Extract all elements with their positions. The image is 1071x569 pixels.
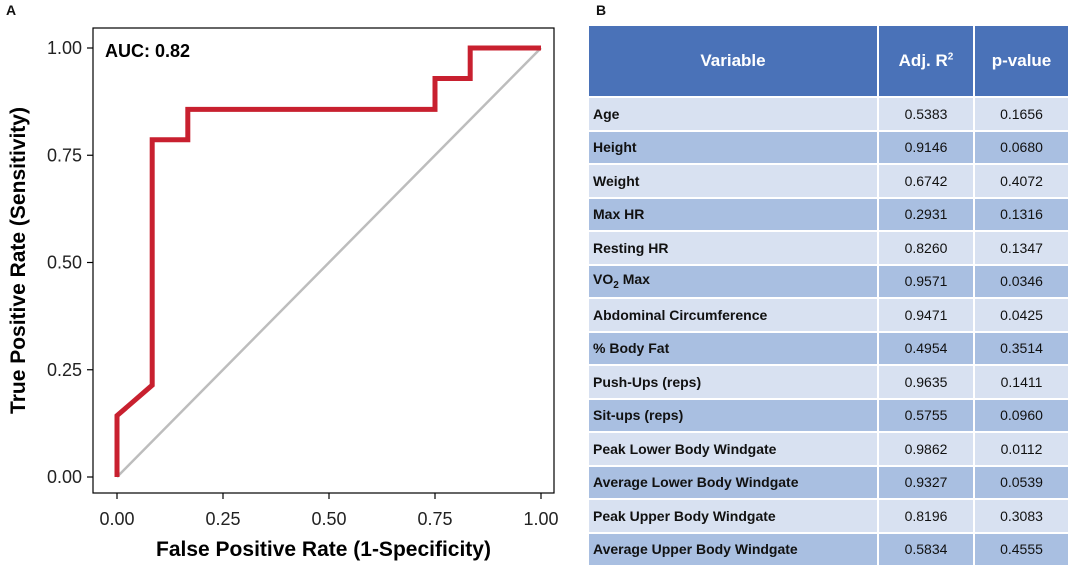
cell-adj-r2: 0.9327 [879,466,973,498]
cell-variable: Age [589,98,877,130]
header-adj-r2: Adj. R2 [879,26,973,96]
cell-adj-r2: 0.2931 [879,198,973,230]
cell-adj-r2: 0.5834 [879,533,973,565]
table-header-row: Variable Adj. R2 p-value [589,26,1068,96]
table-row: Age 0.5383 0.1656 [589,98,1068,130]
cell-variable: Weight [589,165,877,197]
cell-adj-r2: 0.9571 [879,265,973,297]
cell-adj-r2: 0.8196 [879,500,973,532]
header-p-value: p-value [975,26,1068,96]
cell-p-value: 0.3514 [975,332,1068,364]
header-variable: Variable [589,26,877,96]
cell-p-value: 0.1347 [975,232,1068,264]
cell-adj-r2: 0.4954 [879,332,973,364]
cell-p-value: 0.3083 [975,500,1068,532]
table-row: Resting HR 0.8260 0.1347 [589,232,1068,264]
x-tick-label: 1.00 [523,509,558,529]
cell-p-value: 0.1411 [975,366,1068,398]
cell-p-value: 0.0346 [975,265,1068,297]
cell-adj-r2: 0.6742 [879,165,973,197]
cell-p-value: 0.4555 [975,533,1068,565]
cell-variable: Sit-ups (reps) [589,399,877,431]
cell-p-value: 0.0539 [975,466,1068,498]
roc-curve-line [114,45,541,477]
cell-adj-r2: 0.9862 [879,433,973,465]
regression-table: Variable Adj. R2 p-value Age 0.5383 0.1656… [587,24,1068,567]
cell-variable: Peak Lower Body Windgate [589,433,877,465]
cell-adj-r2: 0.9471 [879,299,973,331]
x-tick-label: 0.25 [205,509,240,529]
cell-adj-r2: 0.5383 [879,98,973,130]
cell-variable: Peak Upper Body Windgate [589,500,877,532]
cell-variable: % Body Fat [589,332,877,364]
cell-variable: Abdominal Circumference [589,299,877,331]
x-tick-label: 0.50 [311,509,346,529]
y-axis-label: True Positive Rate (Sensitivity) [7,107,30,414]
table-row: % Body Fat 0.4954 0.3514 [589,332,1068,364]
cell-p-value: 0.0680 [975,131,1068,163]
table-row: Abdominal Circumference 0.9471 0.0425 [589,299,1068,331]
cell-variable: Push-Ups (reps) [589,366,877,398]
table-row: Weight 0.6742 0.4072 [589,165,1068,197]
cell-p-value: 0.1316 [975,198,1068,230]
x-tick-label: 0.00 [99,509,134,529]
x-tick-label: 0.75 [417,509,452,529]
cell-p-value: 0.0425 [975,299,1068,331]
reference-diagonal-line [116,47,542,478]
cell-p-value: 0.0960 [975,399,1068,431]
table-row: Peak Upper Body Windgate 0.8196 0.3083 [589,500,1068,532]
roc-chart: 0.00 0.25 0.50 0.75 1.00 0.00 0.25 0.50 0.75 1.00… [7,27,559,561]
table-row: Peak Lower Body Windgate 0.9862 0.0112 [589,433,1068,465]
cell-adj-r2: 0.9635 [879,366,973,398]
plot-frame [92,27,555,494]
cell-variable: Max HR [589,198,877,230]
cell-variable: Resting HR [589,232,877,264]
cell-p-value: 0.1656 [975,98,1068,130]
table-row: Sit-ups (reps) 0.5755 0.0960 [589,399,1068,431]
cell-adj-r2: 0.9146 [879,131,973,163]
cell-variable: Height [589,131,877,163]
cell-variable: Average Lower Body Windgate [589,466,877,498]
y-tick-label: 0.25 [47,360,82,380]
y-tick-label: 0.75 [47,145,82,165]
panel-a-label: A [6,2,17,18]
panel-b-label: B [596,2,607,18]
y-tick-label: 1.00 [47,38,82,58]
cell-p-value: 0.4072 [975,165,1068,197]
table-row: Height 0.9146 0.0680 [589,131,1068,163]
cell-adj-r2: 0.5755 [879,399,973,431]
y-tick-label: 0.50 [47,253,82,273]
cell-p-value: 0.0112 [975,433,1068,465]
table-row: VO2 Max 0.9571 0.0346 [589,265,1068,297]
cell-variable: VO2 Max [589,265,877,297]
table-row: Average Upper Body Windgate 0.5834 0.4555 [589,533,1068,565]
table-row: Average Lower Body Windgate 0.9327 0.0539 [589,466,1068,498]
cell-adj-r2: 0.8260 [879,232,973,264]
table-row: Max HR 0.2931 0.1316 [589,198,1068,230]
table-row: Push-Ups (reps) 0.9635 0.1411 [589,366,1068,398]
auc-annotation: AUC: 0.82 [105,41,190,61]
y-tick-label: 0.00 [47,467,82,487]
x-axis-label: False Positive Rate (1-Specificity) [156,538,491,561]
cell-variable: Average Upper Body Windgate [589,533,877,565]
